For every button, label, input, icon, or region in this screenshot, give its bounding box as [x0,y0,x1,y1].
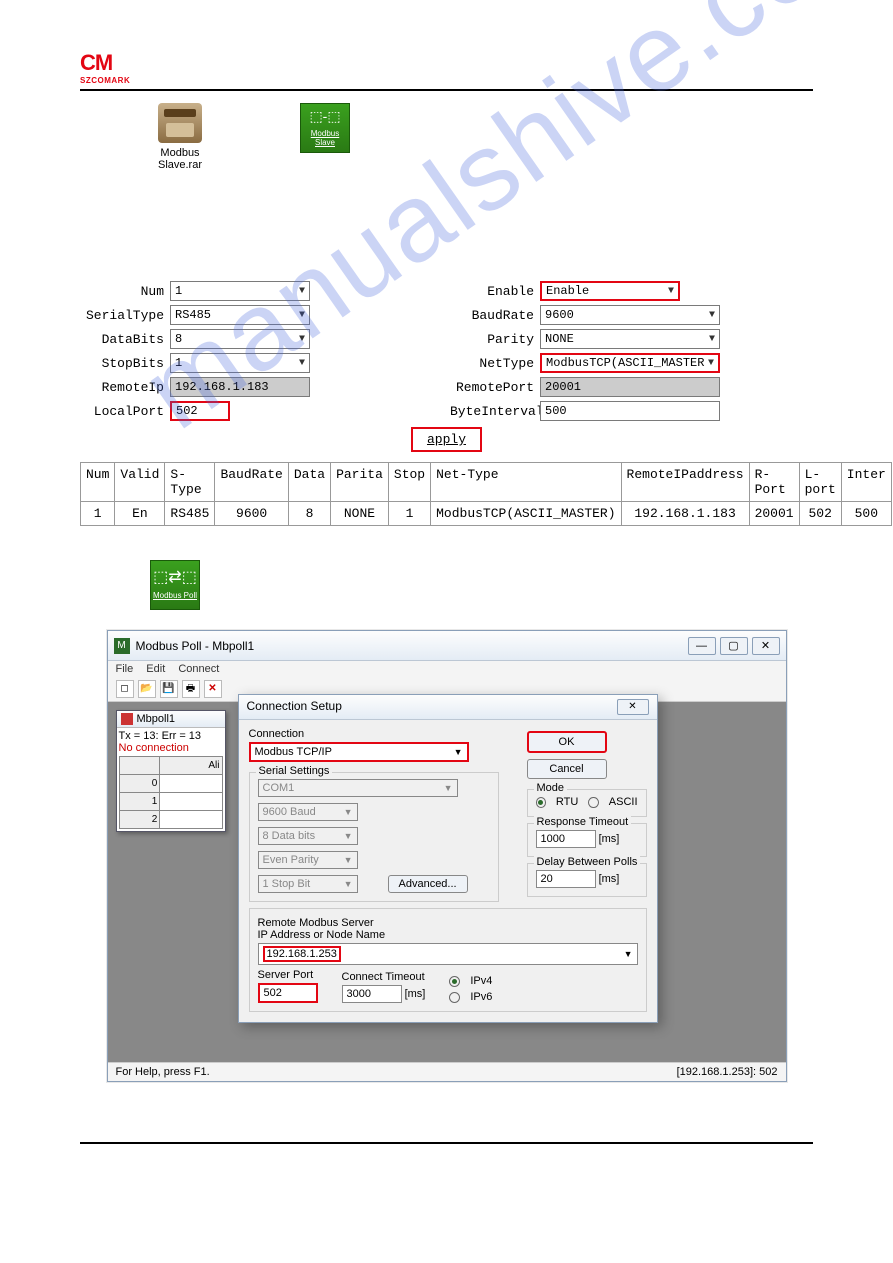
minimize-button[interactable]: — [688,637,716,655]
connection-select[interactable]: Modbus TCP/IP▼ [249,742,469,762]
nettype-label: NetType [450,356,540,371]
delay-input[interactable]: 20 [536,870,596,888]
apply-button[interactable]: apply [411,427,482,452]
register-grid: Ali 0 1 2 [119,756,223,829]
tool-new[interactable]: ◻ [116,680,134,698]
remote-server-label: Remote Modbus Server [258,917,638,929]
statusbar: For Help, press F1. [192.168.1.253]: 502 [108,1062,786,1081]
ip-address-label: IP Address or Node Name [258,929,638,941]
rar-label-line1: Modbus [150,147,210,159]
remoteport-label: RemotePort [450,380,540,395]
rtu-radio[interactable] [536,797,546,808]
mbpoll-child-window[interactable]: Mbpoll1 Tx = 13: Err = 13 No connection … [116,710,226,832]
serial-config-form: Num1▼ SerialTypeRS485▼ DataBits8▼ StopBi… [80,281,813,421]
window-title: Modbus Poll - Mbpoll1 [136,639,255,653]
dialog-title: Connection Setup [247,699,342,715]
tool-save[interactable]: 💾 [160,680,178,698]
header-rule: CM SZCOMARK [80,50,813,91]
connection-label: Connection [249,728,499,740]
remoteip-input: 192.168.1.183 [170,377,310,397]
app-icon: M [114,638,130,654]
advanced-button[interactable]: Advanced... [388,875,468,893]
databits-select-d: 8 Data bits▼ [258,827,358,845]
slave-icon-label: Modbus Slave [301,125,349,147]
archive-icon [158,103,202,143]
brand-logo: CM [80,50,813,76]
tx-stats: Tx = 13: Err = 13 [119,730,223,742]
status-right: [192.168.1.253]: 502 [677,1066,778,1078]
parity-select[interactable]: NONE▼ [540,329,720,349]
parity-select-d: Even Parity▼ [258,851,358,869]
ok-button[interactable]: OK [527,731,607,753]
window-titlebar[interactable]: M Modbus Poll - Mbpoll1 — ▢ ✕ [108,631,786,661]
server-port-label: Server Port [258,969,318,981]
enable-select[interactable]: Enable▼ [540,281,680,301]
tool-print[interactable]: 🖶 [182,680,200,698]
close-button[interactable]: ✕ [752,637,780,655]
table-row: 1EnRS48596008NONE1ModbusTCP(ASCII_MASTER… [81,502,892,526]
remoteport-input: 20001 [540,377,720,397]
ipv6-radio[interactable] [449,992,460,1003]
poll-icon-label: Modbus Poll [151,587,199,600]
cancel-button[interactable]: Cancel [527,759,607,779]
menu-file[interactable]: File [116,663,134,675]
enable-label: Enable [450,284,540,299]
tool-stop[interactable]: ✕ [204,680,222,698]
serialtype-select[interactable]: RS485▼ [170,305,310,325]
localport-input[interactable]: 502 [170,401,230,421]
stopbits-select[interactable]: 1▼ [170,353,310,373]
databits-select[interactable]: 8▼ [170,329,310,349]
menu-connect[interactable]: Connect [178,663,219,675]
ascii-radio[interactable] [588,797,598,808]
maximize-button[interactable]: ▢ [720,637,748,655]
num-select[interactable]: 1▼ [170,281,310,301]
brand-subtext: SZCOMARK [80,76,813,85]
menubar[interactable]: File Edit Connect [108,661,786,677]
com-select: COM1▼ [258,779,458,797]
modbus-poll-icon[interactable]: ⬚⇄⬚ Modbus Poll [150,560,200,610]
byteinterval-label: ByteInterval [450,404,540,419]
baud-select: 9600 Baud▼ [258,803,358,821]
parity-label: Parity [450,332,540,347]
status-left: For Help, press F1. [116,1066,210,1078]
connect-timeout-label: Connect Timeout [342,971,426,983]
slave-icon-graphic: ⬚-⬚ [301,104,349,125]
remoteip-label: RemoteIp [80,380,170,395]
serial-settings-label: Serial Settings [256,765,333,777]
stopbit-select-d: 1 Stop Bit▼ [258,875,358,893]
tool-open[interactable]: 📂 [138,680,156,698]
table-header-row: NumValidS-TypeBaudRateDataParitaStopNet-… [81,463,892,502]
child-window-icon [121,713,133,725]
stopbits-label: StopBits [80,356,170,371]
no-connection-text: No connection [119,742,223,754]
child-window-title: Mbpoll1 [137,713,176,725]
server-port-input[interactable]: 502 [258,983,318,1003]
nettype-select[interactable]: ModbusTCP(ASCII_MASTER▼ [540,353,720,373]
num-label: Num [80,284,170,299]
resp-timeout-input[interactable]: 1000 [536,830,596,848]
baudrate-label: BaudRate [450,308,540,323]
resp-timeout-label: Response Timeout [534,816,632,828]
ip-address-input[interactable]: 192.168.1.253▼ [258,943,638,965]
byteinterval-input[interactable]: 500 [540,401,720,421]
connection-setup-dialog: Connection Setup✕ OK Cancel Mode RTUASCI… [238,694,658,1023]
delay-label: Delay Between Polls [534,856,641,868]
rar-label-line2: Slave.rar [150,159,210,171]
baudrate-select[interactable]: 9600▼ [540,305,720,325]
modbus-poll-window: M Modbus Poll - Mbpoll1 — ▢ ✕ File Edit C… [107,630,787,1082]
footer-rule [80,1142,813,1144]
connect-timeout-input[interactable]: 3000 [342,985,402,1003]
serialtype-label: SerialType [80,308,170,323]
dialog-close-button[interactable]: ✕ [617,699,649,715]
ipv4-radio[interactable] [449,976,460,987]
databits-label: DataBits [80,332,170,347]
localport-label: LocalPort [80,404,170,419]
menu-edit[interactable]: Edit [146,663,165,675]
mode-label: Mode [534,782,568,794]
poll-icon-graphic: ⬚⇄⬚ [151,561,199,587]
rar-file-icon[interactable]: Modbus Slave.rar [150,103,210,171]
modbus-slave-icon[interactable]: ⬚-⬚ Modbus Slave [300,103,350,153]
config-summary-table: NumValidS-TypeBaudRateDataParitaStopNet-… [80,462,892,526]
